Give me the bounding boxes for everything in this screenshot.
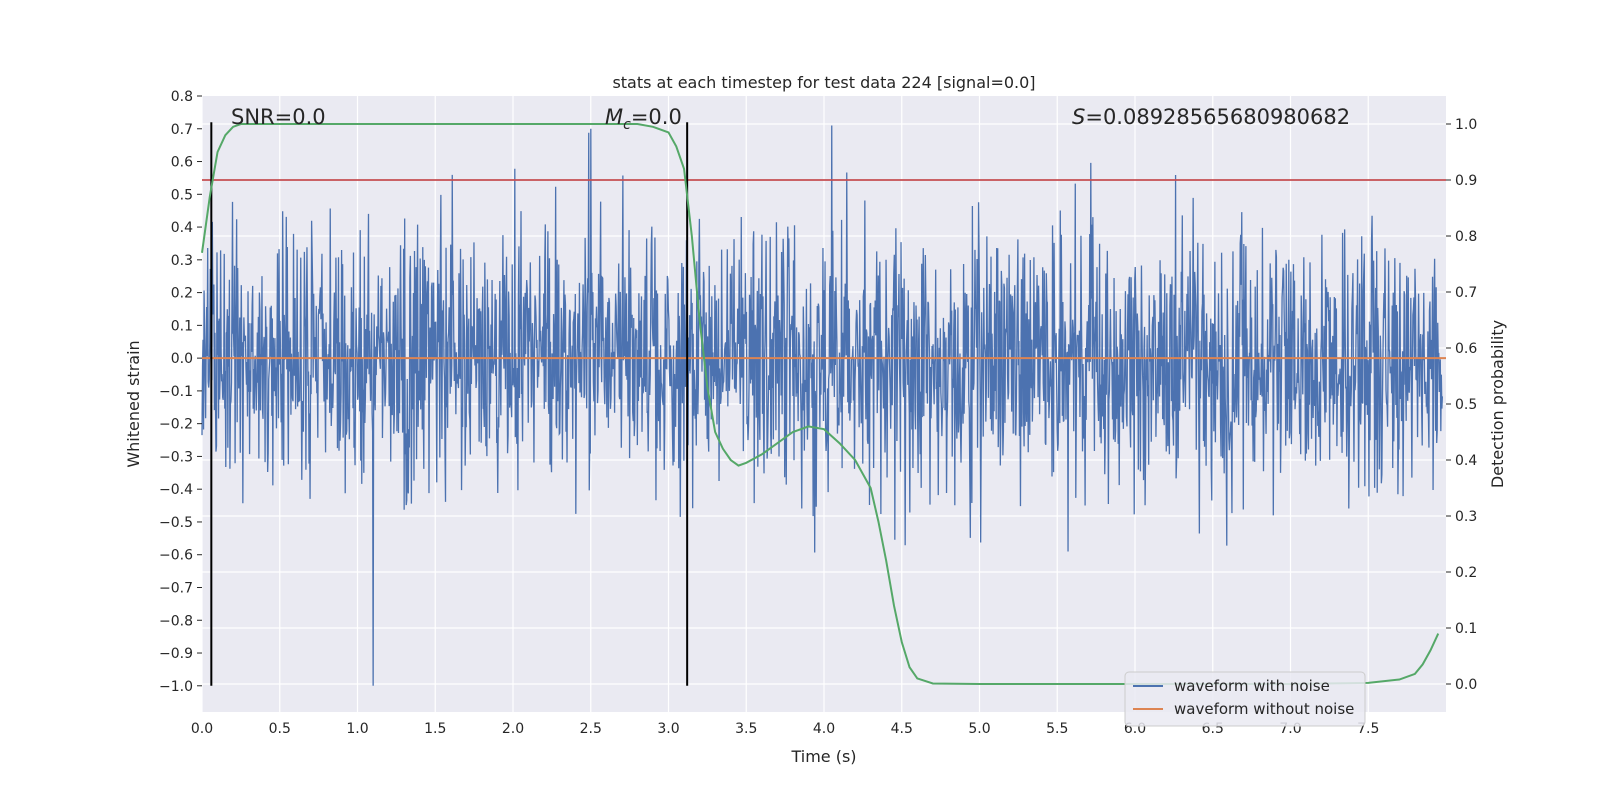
y-right-tick-label: 0.0 xyxy=(1455,677,1477,693)
x-axis-label: Time (s) xyxy=(790,747,856,766)
x-tick-label: 0.0 xyxy=(191,721,213,737)
y-left-tick-label: 0.2 xyxy=(171,286,193,302)
x-tick-label: 4.0 xyxy=(813,721,835,737)
y-left-tick-label: −0.5 xyxy=(159,515,193,531)
y-right-tick-label: 0.1 xyxy=(1455,621,1477,637)
y-right-tick-label: 0.5 xyxy=(1455,397,1477,413)
x-tick-label: 4.5 xyxy=(891,721,913,737)
y-left-tick-label: 0.5 xyxy=(171,187,193,203)
chart-title: stats at each timestep for test data 224… xyxy=(612,73,1035,92)
tick-labels: 0.0 0.5 1.0 1.5 2.0 2.5 3.0 3.5 4.0 4.5 5.0 5.5 6.0 6… xyxy=(159,89,1477,737)
y-left-tick-label: −0.6 xyxy=(159,548,193,564)
y-axis-label-right: Detection probability xyxy=(1488,320,1507,488)
y-left-tick-label: 0.0 xyxy=(171,351,193,367)
x-tick-label: 5.0 xyxy=(968,721,990,737)
y-left-tick-label: 0.6 xyxy=(171,155,193,171)
x-tick-label: 3.0 xyxy=(657,721,679,737)
y-left-tick-label: 0.1 xyxy=(171,318,193,334)
y-axis-label-left: Whitened strain xyxy=(124,340,143,467)
legend-box xyxy=(1124,671,1366,727)
y-right-tick-label: 0.9 xyxy=(1455,173,1477,189)
y-right-tick-label: 0.4 xyxy=(1455,453,1477,469)
x-tick-label: 1.5 xyxy=(424,721,446,737)
y-right-tick-label: 0.7 xyxy=(1455,285,1477,301)
y-left-tick-label: 0.4 xyxy=(171,220,193,236)
x-tick-label: 1.0 xyxy=(346,721,368,737)
annotation-mc: Mc=0.0 xyxy=(605,105,682,133)
y-left-tick-label: −0.9 xyxy=(159,646,193,662)
x-tick-label: 2.0 xyxy=(502,721,524,737)
y-left-tick-label: −0.8 xyxy=(159,613,193,629)
annotation-snr: SNR=0.0 xyxy=(231,105,326,129)
waveform-with-noise-series xyxy=(201,125,1444,686)
y-right-tick-label: 0.6 xyxy=(1455,341,1477,357)
overlay-lines xyxy=(201,122,1446,686)
y-right-tick-label: 0.8 xyxy=(1455,229,1477,245)
y-right-tick-label: 1.0 xyxy=(1455,117,1477,133)
x-tick-label: 0.5 xyxy=(269,721,291,737)
y-left-tick-label: −0.4 xyxy=(159,482,193,498)
y-left-tick-label: −0.7 xyxy=(159,580,193,596)
x-tick-label: 2.5 xyxy=(580,721,602,737)
annotation-s: S=0.08928565680980682 xyxy=(1072,105,1350,129)
x-tick-label: 3.5 xyxy=(735,721,757,737)
y-left-tick-label: 0.8 xyxy=(171,89,193,105)
legend: waveform with noise waveform without noi… xyxy=(1124,671,1366,727)
legend-label-clean: waveform without noise xyxy=(1174,700,1354,718)
y-left-tick-label: 0.3 xyxy=(171,253,193,269)
y-left-tick-label: −0.1 xyxy=(159,384,193,400)
y-left-tick-label: −0.2 xyxy=(159,417,193,433)
y-left-tick-label: −0.3 xyxy=(159,449,193,465)
x-tick-label: 5.5 xyxy=(1046,721,1068,737)
y-right-tick-label: 0.2 xyxy=(1455,565,1477,581)
detection-probability-line xyxy=(201,123,1440,685)
y-left-tick-label: 0.7 xyxy=(171,122,193,138)
waveform-with-noise-line xyxy=(201,125,1444,686)
legend-label-noise: waveform with noise xyxy=(1174,677,1330,695)
y-right-tick-label: 0.3 xyxy=(1455,509,1477,525)
y-left-tick-label: −1.0 xyxy=(159,679,193,695)
